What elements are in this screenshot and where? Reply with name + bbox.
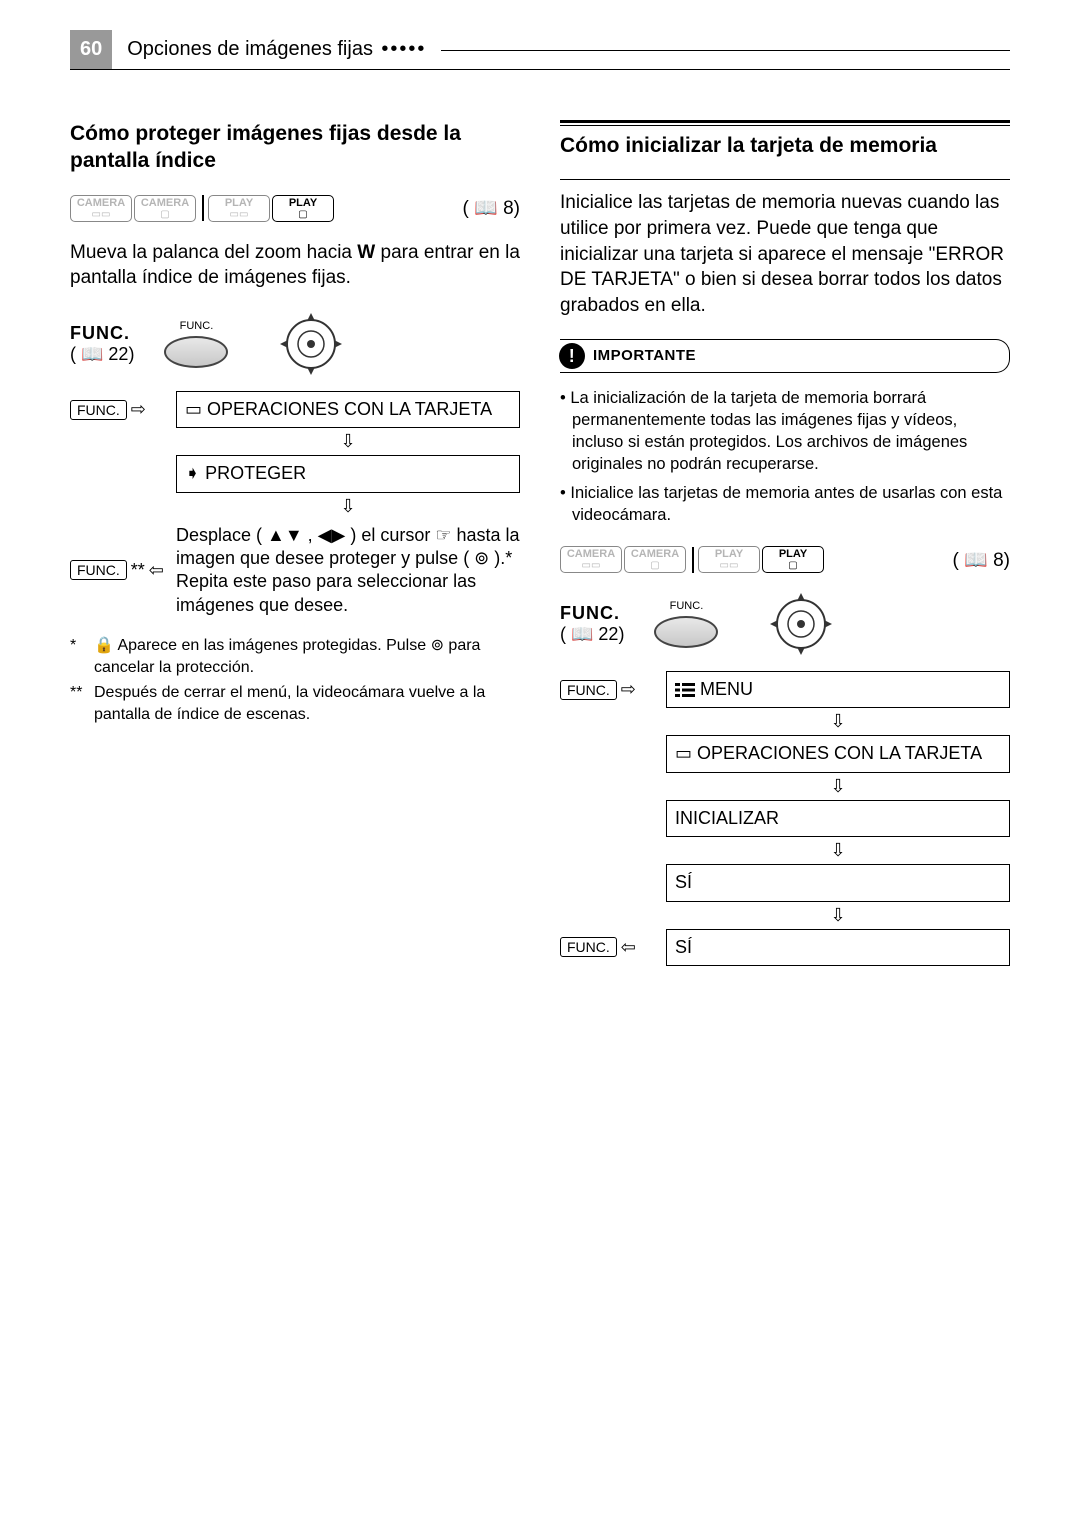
func-controls-left: FUNC. ( 📖 22) FUNC.: [70, 311, 520, 377]
step-card-ops: ▭ OPERACIONES CON LA TARJETA: [666, 735, 1010, 772]
func-button: FUNC.: [70, 560, 127, 580]
footnote-mark: *: [70, 635, 90, 678]
func-label: FUNC. ( 📖 22): [70, 323, 134, 365]
page-reference: ( 📖 8): [953, 548, 1010, 572]
page-reference: ( 📖 8): [463, 196, 520, 220]
mode-separator: [692, 547, 694, 573]
footnote-1: 🔒 Aparece en las imágenes protegidas. Pu…: [94, 635, 520, 678]
mode-camera-card: CAMERA▢: [624, 546, 686, 573]
section-rule-thin: [560, 179, 1010, 180]
left-column: Cómo proteger imágenes fijas desde la pa…: [70, 120, 520, 966]
mode-play-tape: PLAY▭▭: [208, 195, 270, 222]
func-button: FUNC.: [560, 680, 617, 700]
important-callout: ! IMPORTANTE: [560, 339, 1010, 373]
step-protect: ➧ PROTEGER: [176, 455, 520, 492]
page-header: 60 Opciones de imágenes fijas •••••: [70, 30, 1010, 70]
right-section-title: Cómo inicializar la tarjeta de memoria: [560, 132, 1010, 159]
mode-play-card: PLAY▢: [272, 195, 334, 222]
mode-play-card: PLAY▢: [762, 546, 824, 573]
arrow-left-icon: ⇦: [149, 560, 164, 581]
right-column: Cómo inicializar la tarjeta de memoria I…: [560, 120, 1010, 966]
oval-button-icon: [654, 616, 718, 648]
menu-icon: [675, 682, 695, 698]
footnote-2: Después de cerrar el menú, la videocámar…: [94, 682, 520, 725]
step-yes-2: SÍ: [666, 929, 1010, 966]
arrow-down-icon: ⇩: [176, 496, 520, 517]
left-body-text: Mueva la palanca del zoom hacia W para e…: [70, 240, 520, 291]
mode-camera-tape: CAMERA▭▭: [70, 195, 132, 222]
header-rule: [441, 50, 1010, 51]
func-button-icon: FUNC.: [654, 600, 718, 648]
arrow-down-icon: ⇩: [666, 840, 1010, 861]
left-section-title: Cómo proteger imágenes fijas desde la pa…: [70, 120, 520, 175]
page-number: 60: [70, 30, 112, 69]
joystick-icon: [278, 311, 344, 377]
arrow-down-icon: ⇩: [176, 431, 520, 452]
func-controls-right: FUNC. ( 📖 22) FUNC.: [560, 591, 1010, 657]
bullet-item: Inicialice las tarjetas de memoria antes…: [560, 482, 1010, 527]
arrow-right-icon: ⇨: [621, 679, 636, 700]
arrow-down-icon: ⇩: [666, 711, 1010, 732]
arrow-down-icon: ⇩: [666, 776, 1010, 797]
right-body-text: Inicialice las tarjetas de memoria nueva…: [560, 190, 1010, 318]
step-yes-1: SÍ: [666, 864, 1010, 901]
mode-separator: [202, 195, 204, 221]
step-menu: MENU: [666, 671, 1010, 708]
dots-icon: •••••: [381, 38, 426, 60]
oval-button-icon: [164, 336, 228, 368]
step-initialize: INICIALIZAR: [666, 800, 1010, 837]
func-button: FUNC.: [560, 937, 617, 957]
step-instructions: Desplace ( ▲▼ , ◀▶ ) el cursor ☞ hasta l…: [176, 520, 520, 622]
footnote-mark: **: [70, 682, 90, 725]
mode-selector-right: CAMERA▭▭ CAMERA▢ PLAY▭▭ PLAY▢ ( 📖 8): [560, 546, 1010, 573]
chapter-title: Opciones de imágenes fijas •••••: [127, 38, 426, 61]
mode-selector-left: CAMERA▭▭ CAMERA▢ PLAY▭▭ PLAY▢ ( 📖 8): [70, 195, 520, 222]
bullet-item: La inicialización de la tarjeta de memor…: [560, 387, 1010, 476]
func-label: FUNC. ( 📖 22): [560, 603, 624, 645]
mode-play-tape: PLAY▭▭: [698, 546, 760, 573]
mode-camera-card: CAMERA▢: [134, 195, 196, 222]
footnotes: * 🔒 Aparece en las imágenes protegidas. …: [70, 635, 520, 725]
important-bullets: La inicialización de la tarjeta de memor…: [560, 387, 1010, 527]
important-icon: !: [559, 343, 585, 369]
arrow-left-icon: ⇦: [621, 937, 636, 958]
step-card-ops: ▭ OPERACIONES CON LA TARJETA: [176, 391, 520, 428]
section-rule-thick: [560, 120, 1010, 126]
arrow-right-icon: ⇨: [131, 399, 146, 420]
mode-camera-tape: CAMERA▭▭: [560, 546, 622, 573]
func-button: FUNC.: [70, 400, 127, 420]
joystick-icon: [768, 591, 834, 657]
important-label: IMPORTANTE: [593, 347, 696, 364]
func-button-icon: FUNC.: [164, 320, 228, 368]
arrow-down-icon: ⇩: [666, 905, 1010, 926]
procedure-steps-right: FUNC. ⇨ MENU ⇩ ▭ OPERACIONES CON LA TARJ…: [560, 671, 1010, 966]
procedure-steps-left: FUNC. ⇨ ▭ OPERACIONES CON LA TARJETA ⇩ ➧…: [70, 391, 520, 621]
